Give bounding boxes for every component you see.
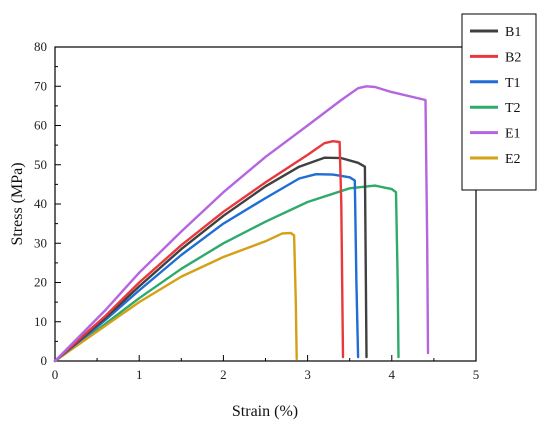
y-tick-label: 60: [34, 118, 47, 133]
series-lines: [53, 85, 430, 363]
y-tick-label: 0: [41, 353, 48, 368]
legend-label-b2: B2: [505, 50, 521, 65]
series-line-t2: [53, 184, 400, 363]
y-tick-label: 40: [34, 196, 47, 211]
legend-label-e2: E2: [505, 152, 521, 167]
x-axis-title: Strain (%): [232, 403, 298, 420]
y-tick-label: 10: [34, 314, 47, 329]
x-tick-label: 4: [389, 367, 396, 382]
x-tick-label: 1: [136, 367, 143, 382]
y-tick-label: 30: [34, 235, 47, 250]
y-tick-label: 70: [34, 78, 47, 93]
legend: B1 B2 T1 T2 E1 E2: [461, 13, 537, 191]
x-tick-label: 5: [473, 367, 480, 382]
y-tick-label: 20: [34, 275, 47, 290]
x-tick-label: 0: [52, 367, 59, 382]
series-line-b1: [53, 156, 368, 363]
legend-box: [461, 13, 537, 191]
legend-label-t2: T2: [505, 101, 521, 116]
legend-label-b1: B1: [505, 25, 521, 40]
series-line-t1: [53, 173, 360, 363]
series-line-e2: [53, 231, 298, 363]
series-line-e1: [53, 85, 430, 363]
x-tick-label: 3: [304, 367, 311, 382]
x-tick-label: 2: [220, 367, 227, 382]
legend-label-t1: T1: [505, 76, 521, 91]
y-tick-label: 80: [34, 39, 47, 54]
series-line-b2: [53, 140, 345, 363]
y-axis-title: Stress (MPa): [9, 162, 26, 245]
legend-label-e1: E1: [505, 127, 521, 142]
y-tick-label: 50: [34, 157, 47, 172]
